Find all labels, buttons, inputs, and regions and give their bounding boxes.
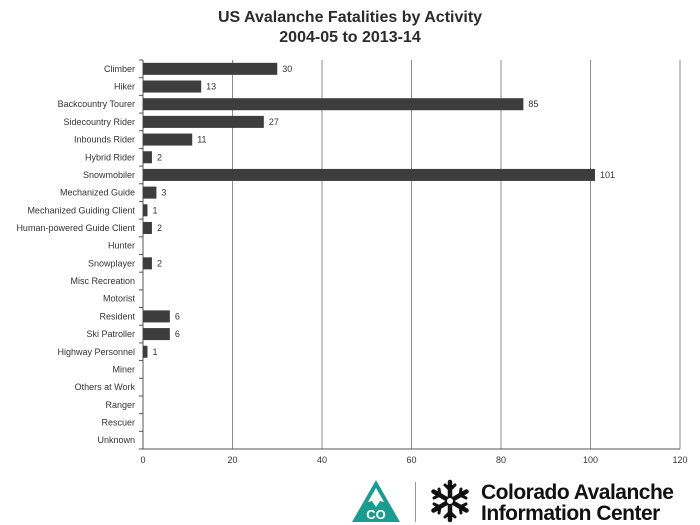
snowflake-icon [431, 479, 469, 523]
category-label: Hybrid Rider [85, 152, 135, 162]
bar [143, 257, 152, 270]
category-label: Highway Personnel [57, 347, 135, 357]
bar [143, 151, 152, 164]
x-tick-label: 0 [140, 455, 145, 465]
bar [143, 133, 193, 146]
value-label: 1 [152, 347, 157, 357]
category-label: Hunter [108, 241, 135, 251]
category-label: Inbounds Rider [74, 135, 135, 145]
x-tick-label: 80 [496, 455, 506, 465]
bar [143, 204, 148, 217]
value-label: 6 [175, 329, 180, 339]
category-label: Miner [112, 364, 135, 374]
organization-line-2: Information Center [481, 502, 660, 525]
category-label: Snowmobiler [83, 170, 135, 180]
value-label: 2 [157, 258, 162, 268]
chart-title: US Avalanche Fatalities by Activity [217, 9, 483, 26]
value-label: 101 [600, 170, 615, 180]
badge-text: CO [366, 507, 386, 522]
co-mountain-badge-icon: CO [352, 480, 400, 522]
value-label: 2 [157, 152, 162, 162]
bar [143, 98, 524, 111]
value-label: 3 [161, 188, 166, 198]
x-tick-label: 120 [672, 455, 687, 465]
organization-name: Colorado Avalanche Information Center [481, 482, 674, 524]
bar [143, 168, 595, 181]
bar [143, 186, 157, 199]
category-label: Climber [104, 64, 135, 74]
category-label: Misc Recreation [70, 276, 135, 286]
bar [143, 328, 170, 341]
category-label: Mechanized Guiding Client [27, 205, 135, 215]
category-label: Unknown [97, 435, 135, 445]
category-label: Ranger [105, 400, 135, 410]
bar [143, 221, 152, 234]
category-label: Hiker [114, 82, 135, 92]
x-tick-label: 20 [227, 455, 237, 465]
bar [143, 115, 264, 128]
value-label: 2 [157, 223, 162, 233]
value-label: 27 [269, 117, 279, 127]
category-label: Human-powered Guide Client [16, 223, 135, 233]
category-label: Snowplayer [88, 258, 135, 268]
category-label: Motorist [103, 294, 136, 304]
bar [143, 80, 202, 93]
footer-divider [415, 482, 416, 522]
bar [143, 310, 170, 323]
value-label: 11 [197, 135, 206, 145]
category-label: Backcountry Tourer [58, 99, 135, 109]
category-label: Resident [99, 311, 135, 321]
bar [143, 62, 278, 75]
value-label: 85 [528, 99, 538, 109]
footer-branding: CO Colorado Avalanche Information Center [348, 474, 700, 524]
x-tick-label: 60 [406, 455, 416, 465]
x-tick-label: 40 [317, 455, 327, 465]
category-label: Others at Work [75, 382, 136, 392]
bar [143, 345, 148, 358]
organization-line-1: Colorado Avalanche [481, 481, 674, 504]
chart-subtitle: 2004-05 to 2013-14 [279, 29, 421, 46]
category-label: Sidecountry Rider [63, 117, 135, 127]
value-label: 13 [206, 82, 216, 92]
value-label: 30 [282, 64, 292, 74]
category-label: Mechanized Guide [60, 188, 135, 198]
category-label: Rescuer [101, 417, 135, 427]
category-label: Ski Patroller [86, 329, 135, 339]
value-label: 1 [152, 205, 157, 215]
x-tick-label: 100 [583, 455, 598, 465]
value-label: 6 [175, 311, 180, 321]
